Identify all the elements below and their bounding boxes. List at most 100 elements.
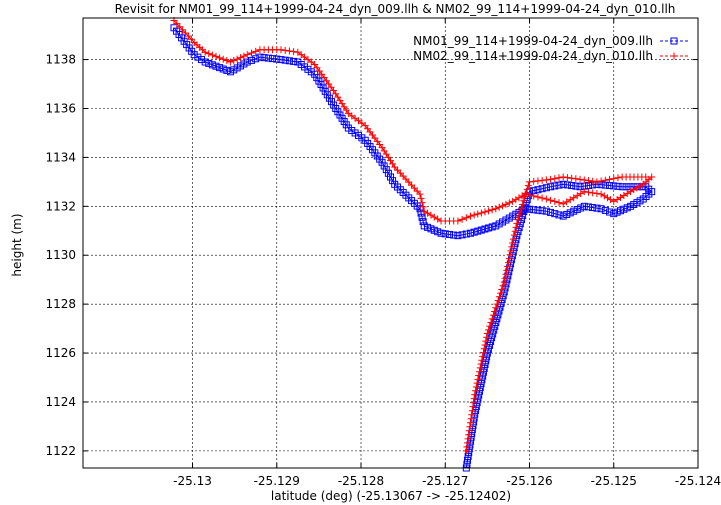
data-point: [471, 391, 479, 399]
data-point: [488, 315, 496, 323]
data-point: [378, 158, 386, 166]
data-point: [485, 224, 493, 232]
data-point: [437, 229, 445, 237]
data-point: [201, 48, 209, 56]
data-point: [481, 341, 489, 349]
data-point: [511, 227, 519, 235]
data-point: [464, 452, 472, 460]
data-point: [584, 203, 592, 211]
data-point: [551, 182, 559, 190]
data-point: [252, 55, 260, 63]
data-point: [492, 304, 500, 312]
data-point: [477, 209, 485, 217]
data-point: [482, 337, 490, 345]
data-point: [648, 173, 656, 181]
data-point: [515, 212, 523, 220]
data-point: [475, 372, 483, 380]
plot-frame: [82, 17, 699, 469]
data-point: [474, 210, 482, 218]
data-point: [483, 329, 491, 337]
data-point: [524, 182, 532, 190]
series-group: [170, 16, 656, 472]
data-point: [465, 449, 473, 457]
data-point: [568, 174, 576, 182]
data-point: [462, 230, 470, 238]
data-point: [607, 196, 615, 204]
data-point: [187, 35, 195, 43]
series-1: [170, 24, 656, 472]
legend-sample-series-2: [660, 52, 688, 60]
y-tick-label: 1130: [45, 248, 76, 262]
data-point: [481, 225, 489, 233]
data-point: [494, 296, 502, 304]
data-point: [563, 210, 571, 218]
data-point: [505, 255, 513, 263]
data-point: [488, 206, 496, 214]
data-point: [570, 207, 578, 215]
data-point: [512, 196, 520, 204]
data-point: [521, 193, 529, 201]
data-point: [570, 194, 578, 202]
data-point: [458, 231, 466, 239]
data-point: [520, 197, 528, 205]
data-point: [212, 62, 220, 70]
data-point: [603, 194, 611, 202]
x-tick-label: -25.126: [506, 474, 552, 488]
data-point: [493, 300, 501, 308]
data-point: [597, 205, 605, 213]
legend-marker: [670, 37, 678, 45]
data-point: [462, 447, 470, 455]
data-point: [589, 204, 597, 212]
data-point: [277, 46, 285, 54]
data-point: [216, 64, 224, 72]
data-point: [478, 356, 486, 364]
data-point: [240, 52, 248, 60]
legend: NM01_99_114+1999-04-24_dyn_009.llh NM02_…: [413, 34, 688, 63]
data-point: [593, 178, 601, 186]
data-point: [522, 189, 530, 197]
data-point: [572, 182, 580, 190]
data-point: [538, 194, 546, 202]
data-point: [441, 230, 449, 238]
data-point: [173, 20, 181, 28]
data-point: [469, 403, 477, 411]
data-point: [498, 285, 506, 293]
chart-title: Revisit for NM01_99_114+1999-04-24_dyn_0…: [115, 2, 676, 16]
data-point: [497, 289, 505, 297]
y-tick-label: 1128: [45, 297, 76, 311]
data-point: [417, 194, 425, 202]
data-point: [600, 192, 608, 200]
data-point: [606, 175, 614, 183]
data-point: [464, 435, 472, 443]
data-point: [519, 201, 527, 209]
data-point: [573, 192, 581, 200]
data-point: [509, 239, 517, 247]
data-point: [467, 415, 475, 423]
data-point: [194, 53, 202, 61]
data-point: [418, 213, 426, 221]
data-point: [501, 274, 509, 282]
data-point: [499, 202, 507, 210]
data-point: [458, 215, 466, 223]
series-2-line: [173, 20, 654, 451]
data-point: [589, 189, 597, 197]
data-point: [614, 182, 622, 190]
legend-marker: [670, 52, 678, 60]
data-point: [470, 211, 478, 219]
data-point: [384, 169, 392, 177]
data-point: [487, 318, 495, 326]
data-point: [530, 192, 538, 200]
y-tick-label: 1126: [45, 346, 76, 360]
x-tick-label: -25.129: [254, 474, 300, 488]
data-point: [230, 57, 238, 65]
data-point: [481, 208, 489, 216]
data-point: [247, 56, 255, 64]
data-point: [419, 218, 427, 226]
data-point: [182, 29, 190, 37]
data-point: [500, 278, 508, 286]
data-point: [584, 177, 592, 185]
y-tick-label: 1134: [45, 150, 76, 164]
data-point: [551, 210, 559, 218]
data-point: [559, 200, 567, 208]
